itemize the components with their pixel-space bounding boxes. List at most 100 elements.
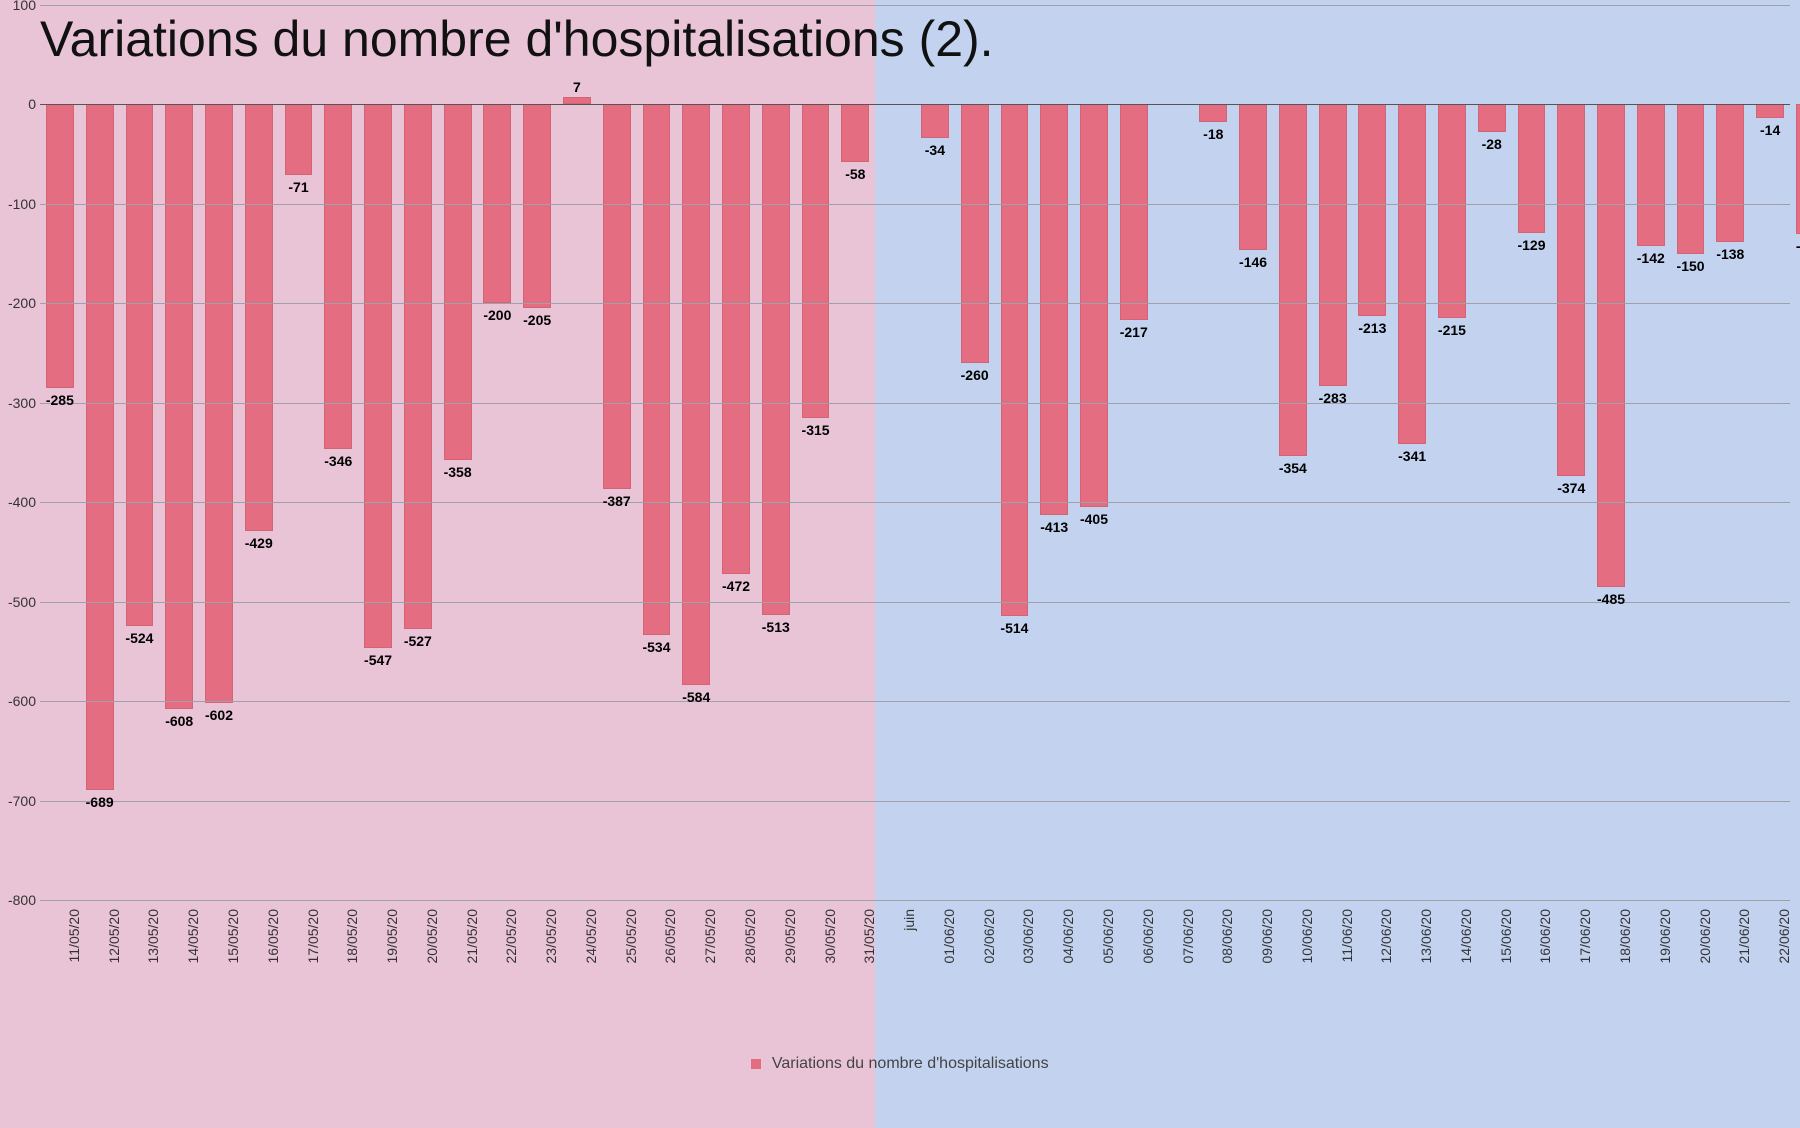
x-tick-label: 29/05/20 — [782, 909, 798, 964]
x-tick-label: 30/05/20 — [822, 909, 838, 964]
bar — [1677, 104, 1705, 253]
bar — [921, 104, 949, 138]
bar-value-label: -374 — [1557, 480, 1585, 496]
bar-value-label: -285 — [46, 392, 74, 408]
bar — [603, 104, 631, 489]
bar-value-label: -71 — [288, 179, 308, 195]
bar-value-label: -602 — [205, 707, 233, 723]
bar-value-label: -524 — [125, 630, 153, 646]
bar — [961, 104, 989, 363]
x-tick-label: 20/05/20 — [424, 909, 440, 964]
grid-line — [40, 303, 1790, 304]
bar — [1557, 104, 1585, 476]
x-tick-label: 19/06/20 — [1657, 909, 1673, 964]
bar — [1398, 104, 1426, 443]
bar-value-label: -534 — [642, 639, 670, 655]
bar — [1239, 104, 1267, 249]
x-tick-label: 18/05/20 — [344, 909, 360, 964]
bar — [1478, 104, 1506, 132]
x-tick-label: 16/05/20 — [265, 909, 281, 964]
y-tick-label: -200 — [2, 295, 36, 311]
y-tick-label: -800 — [2, 892, 36, 908]
bar-value-label: -130 — [1796, 238, 1800, 254]
bar — [841, 104, 869, 162]
x-tick-label: 08/06/20 — [1219, 909, 1235, 964]
legend-swatch — [751, 1059, 761, 1069]
bar-value-label: -200 — [483, 307, 511, 323]
bar — [86, 104, 114, 789]
bar — [1716, 104, 1744, 241]
grid-line — [40, 701, 1790, 702]
x-tick-label: 12/06/20 — [1378, 909, 1394, 964]
x-tick-label: 11/05/20 — [66, 909, 82, 962]
bar — [1001, 104, 1029, 615]
bar-value-label: -142 — [1637, 250, 1665, 266]
x-tick-label: 12/05/20 — [106, 909, 122, 964]
bar-value-label: -283 — [1319, 390, 1347, 406]
x-tick-label: 28/05/20 — [742, 909, 758, 964]
x-tick-label: 16/06/20 — [1537, 909, 1553, 964]
x-tick-label: 13/05/20 — [145, 909, 161, 964]
bar — [364, 104, 392, 648]
bar-value-label: -513 — [762, 619, 790, 635]
bar — [1518, 104, 1546, 232]
x-tick-label: 27/05/20 — [702, 909, 718, 964]
bar — [1597, 104, 1625, 586]
x-tick-label: 15/06/20 — [1498, 909, 1514, 964]
legend-label: Variations du nombre d'hospitalisations — [772, 1055, 1049, 1072]
bar — [126, 104, 154, 625]
grid-line — [40, 900, 1790, 901]
chart-container: Variations du nombre d'hospitalisations … — [0, 0, 1800, 1128]
x-tick-label: 15/05/20 — [225, 909, 241, 964]
x-tick-label: 17/05/20 — [305, 909, 321, 964]
y-tick-label: -100 — [2, 196, 36, 212]
x-tick-label: 14/06/20 — [1458, 909, 1474, 964]
x-tick-label: 19/05/20 — [384, 909, 400, 964]
y-tick-label: -700 — [2, 793, 36, 809]
bar — [722, 104, 750, 573]
bar-value-label: -213 — [1358, 320, 1386, 336]
x-tick-label: 04/06/20 — [1060, 909, 1076, 964]
bar — [444, 104, 472, 460]
x-tick-label: 11/06/20 — [1339, 909, 1355, 962]
x-tick-label: 03/06/20 — [1020, 909, 1036, 964]
y-tick-label: -500 — [2, 594, 36, 610]
bar-value-label: -14 — [1760, 122, 1780, 138]
bar-value-label: -28 — [1482, 136, 1502, 152]
grid-line — [40, 5, 1790, 6]
bar-value-label: -354 — [1279, 460, 1307, 476]
x-tick-label: 02/06/20 — [981, 909, 997, 964]
bar — [1199, 104, 1227, 122]
bars-layer: -285-689-524-608-602-429-71-346-547-527-… — [40, 5, 1790, 900]
x-tick-label: 22/06/20 — [1776, 909, 1792, 964]
chart-title: Variations du nombre d'hospitalisations … — [40, 10, 994, 68]
x-tick-label: 22/05/20 — [503, 909, 519, 964]
bar-value-label: -18 — [1203, 126, 1223, 142]
x-tick-label: 13/06/20 — [1418, 909, 1434, 964]
bar — [46, 104, 74, 387]
bar — [1319, 104, 1347, 385]
bar-value-label: -34 — [925, 142, 945, 158]
x-tick-label: 09/06/20 — [1259, 909, 1275, 964]
x-tick-label: 01/06/20 — [941, 909, 957, 964]
bar-value-label: -584 — [682, 689, 710, 705]
x-tick-label: 17/06/20 — [1577, 909, 1593, 964]
bar-value-label: -58 — [845, 166, 865, 182]
bar — [1637, 104, 1665, 245]
x-axis-labels: 11/05/2012/05/2013/05/2014/05/2015/05/20… — [40, 905, 1790, 1055]
grid-line — [40, 502, 1790, 503]
bar — [682, 104, 710, 685]
grid-line — [40, 204, 1790, 205]
bar-value-label: -129 — [1517, 237, 1545, 253]
bar-value-label: -341 — [1398, 448, 1426, 464]
bar-value-label: -547 — [364, 652, 392, 668]
y-tick-label: 0 — [2, 96, 36, 112]
bar-value-label: -358 — [444, 464, 472, 480]
bar-value-label: -527 — [404, 633, 432, 649]
bar-value-label: -205 — [523, 312, 551, 328]
bar — [1040, 104, 1068, 515]
bar-value-label: -150 — [1677, 258, 1705, 274]
bar — [285, 104, 313, 175]
bar — [1358, 104, 1386, 316]
y-tick-label: -400 — [2, 494, 36, 510]
